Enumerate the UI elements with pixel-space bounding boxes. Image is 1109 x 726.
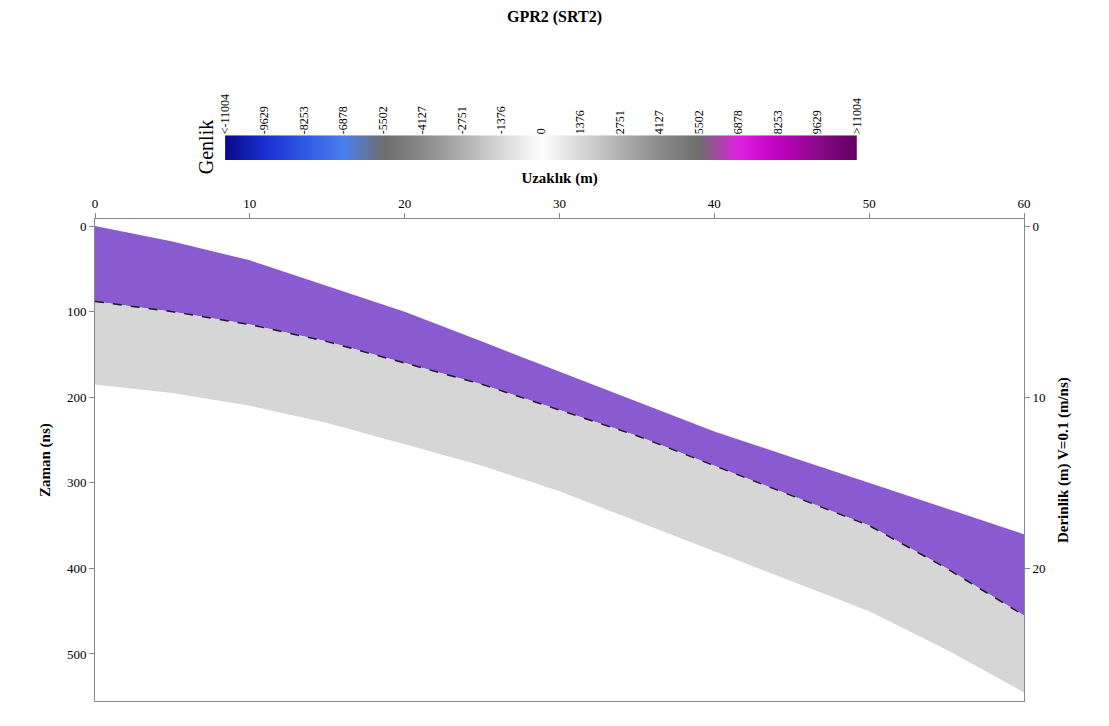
svg-text:6878: 6878 (731, 110, 745, 134)
svg-text:50: 50 (863, 196, 876, 211)
svg-text:10: 10 (243, 196, 256, 211)
svg-text:100: 100 (67, 304, 87, 319)
svg-text:GPR2 (SRT2): GPR2 (SRT2) (507, 8, 602, 26)
svg-text:4127: 4127 (652, 110, 666, 134)
svg-text:0: 0 (80, 219, 87, 234)
svg-text:2751: 2751 (613, 110, 627, 134)
svg-text:30: 30 (553, 196, 566, 211)
svg-text:Uzaklık (m): Uzaklık (m) (521, 170, 597, 187)
svg-text:20: 20 (398, 196, 411, 211)
svg-text:20: 20 (1033, 561, 1046, 576)
svg-text:-6878: -6878 (336, 106, 350, 134)
svg-text:-9629: -9629 (257, 106, 271, 134)
svg-text:Genlik: Genlik (195, 120, 217, 174)
svg-text:-4127: -4127 (415, 106, 429, 134)
svg-text:>11004: >11004 (850, 98, 864, 134)
svg-text:-1376: -1376 (494, 106, 508, 134)
svg-text:0: 0 (92, 196, 99, 211)
svg-text:9629: 9629 (810, 110, 824, 134)
svg-text:500: 500 (67, 646, 87, 661)
svg-text:<-11004: <-11004 (218, 94, 232, 134)
svg-text:Zaman (ns): Zaman (ns) (37, 423, 54, 497)
svg-text:10: 10 (1033, 390, 1046, 405)
svg-text:5502: 5502 (692, 110, 706, 134)
svg-text:40: 40 (708, 196, 721, 211)
svg-text:400: 400 (67, 561, 87, 576)
svg-text:-5502: -5502 (376, 106, 390, 134)
svg-text:-8253: -8253 (297, 106, 311, 134)
svg-text:1376: 1376 (573, 110, 587, 134)
svg-text:300: 300 (67, 475, 87, 490)
svg-text:0: 0 (534, 128, 548, 134)
svg-text:Derinlik (m) V=0.1 (m/ns): Derinlik (m) V=0.1 (m/ns) (1055, 377, 1072, 543)
svg-text:60: 60 (1018, 196, 1031, 211)
svg-text:-2751: -2751 (455, 106, 469, 134)
svg-text:8253: 8253 (771, 110, 785, 134)
svg-text:0: 0 (1033, 219, 1040, 234)
svg-text:200: 200 (67, 390, 87, 405)
